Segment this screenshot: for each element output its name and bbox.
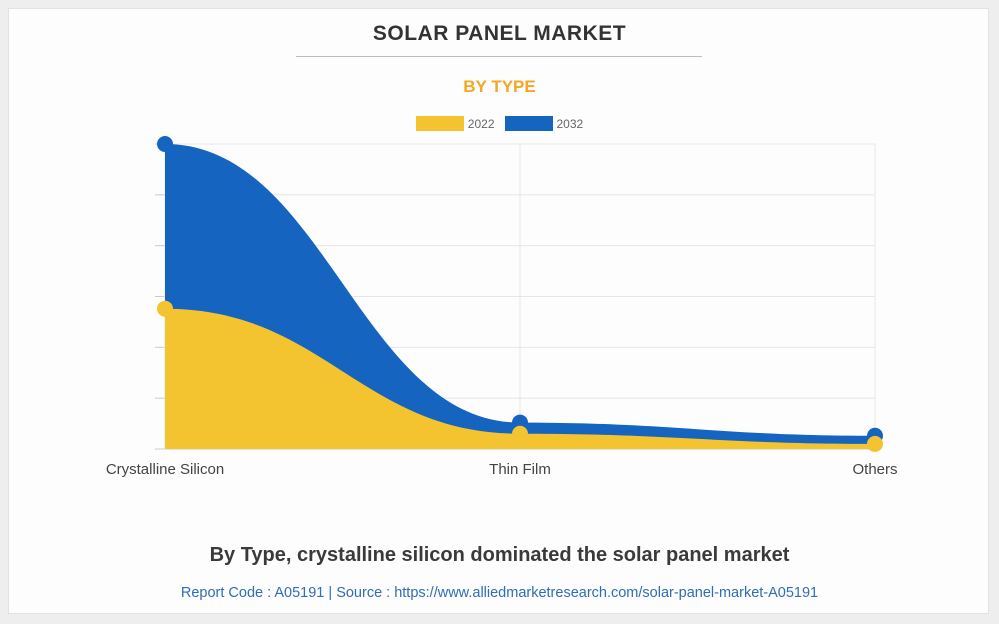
legend-swatch-2022 [415,116,464,131]
legend-label-2022: 2022 [467,116,495,131]
x-tick-label: Thin Film [489,461,551,478]
data-point-2032-1 [512,414,528,431]
data-point-2032-0 [157,136,173,152]
chart-title: SOLAR PANEL MARKET [372,22,627,45]
data-point-2022-1 [512,425,528,442]
chart-subtitle: BY TYPE [463,77,536,96]
x-tick-label: Others [852,461,897,478]
legend-item-2022[interactable]: 2022 [415,116,495,131]
source-line[interactable]: Report Code : A05191 | Source : https://… [180,585,819,601]
area-series-2022 [165,308,875,449]
area-chart: Crystalline Silicon Thin Film Others [106,136,898,478]
legend-label-2032: 2032 [556,116,584,131]
x-tick-label: Crystalline Silicon [106,461,224,478]
legend-item-2032[interactable]: 2032 [504,116,584,131]
chart-caption: By Type, crystalline silicon dominated t… [209,544,790,566]
title-divider [296,56,702,57]
data-point-2022-0 [157,300,173,317]
chart-legend: 2022 2032 [0,116,999,131]
data-point-2022-2 [867,435,883,452]
legend-swatch-2032 [504,116,553,131]
